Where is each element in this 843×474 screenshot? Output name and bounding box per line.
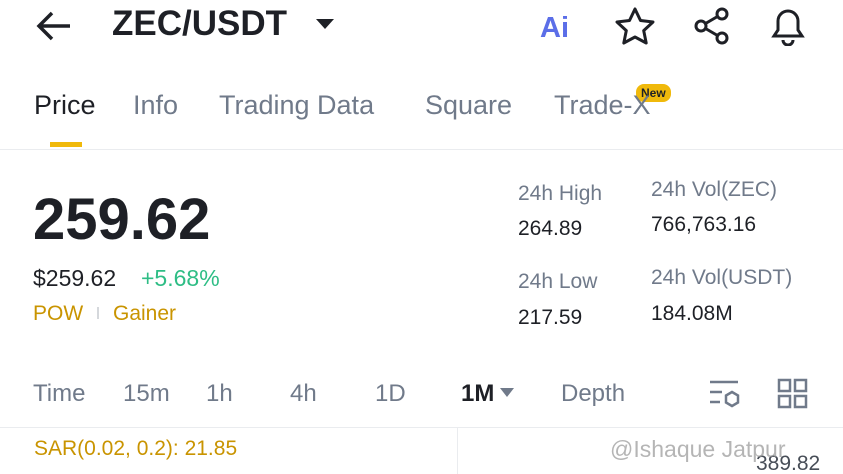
- interval-label: Time: [33, 380, 86, 407]
- tag[interactable]: POW: [33, 302, 84, 325]
- tag[interactable]: Gainer: [113, 302, 177, 325]
- chart-settings-icon[interactable]: [708, 378, 742, 410]
- stat-value: 217.59: [518, 306, 583, 329]
- sar-indicator: SAR(0.02, 0.2): 21.85: [34, 437, 238, 460]
- new-badge: New: [636, 84, 671, 102]
- divider: [0, 427, 843, 428]
- stat-value: 264.89: [518, 217, 583, 240]
- dropdown-arrow[interactable]: [315, 17, 335, 31]
- usd-price: $259.62: [33, 265, 117, 291]
- divider: [0, 149, 843, 150]
- share-icon[interactable]: [692, 6, 732, 46]
- stat-label: 24h Vol(ZEC): [651, 178, 778, 201]
- chart-gridline: [457, 428, 458, 474]
- stat-label: 24h Vol(USDT): [651, 266, 793, 289]
- tab[interactable]: Price: [34, 90, 96, 120]
- stat-value: 766,763.16: [651, 213, 757, 236]
- active-tab-indicator: [50, 142, 82, 147]
- interval-option[interactable]: 1M: [461, 380, 495, 407]
- axis-value: 389.82: [756, 452, 821, 474]
- favorite-icon[interactable]: [614, 6, 656, 46]
- stat-label: 24h High: [518, 182, 603, 205]
- interval-option[interactable]: 4h: [290, 380, 317, 407]
- last-price: 259.62: [33, 187, 211, 252]
- back-button[interactable]: [34, 8, 74, 44]
- tab[interactable]: Square: [425, 90, 513, 120]
- stat-label: 24h Low: [518, 270, 598, 293]
- interval-option[interactable]: 1h: [206, 380, 233, 407]
- pair-title[interactable]: ZEC/USDT: [112, 4, 287, 43]
- stat-value: 184.08M: [651, 302, 733, 325]
- watermark: @Ishaque Jatpur: [610, 436, 786, 462]
- tag-separator: [97, 307, 99, 319]
- tab[interactable]: Trading Data: [219, 90, 375, 120]
- ai-button[interactable]: Ai: [540, 12, 569, 44]
- notification-icon[interactable]: [768, 4, 808, 46]
- tab[interactable]: Info: [133, 90, 179, 120]
- layout-icon[interactable]: [777, 378, 809, 410]
- interval-option[interactable]: 1D: [375, 380, 406, 407]
- interval-dropdown[interactable]: [499, 387, 515, 398]
- tab[interactable]: Trade-X: [554, 90, 651, 120]
- interval-option[interactable]: 15m: [123, 380, 170, 407]
- interval-option[interactable]: Depth: [561, 380, 626, 407]
- price-change: +5.68%: [141, 265, 220, 291]
